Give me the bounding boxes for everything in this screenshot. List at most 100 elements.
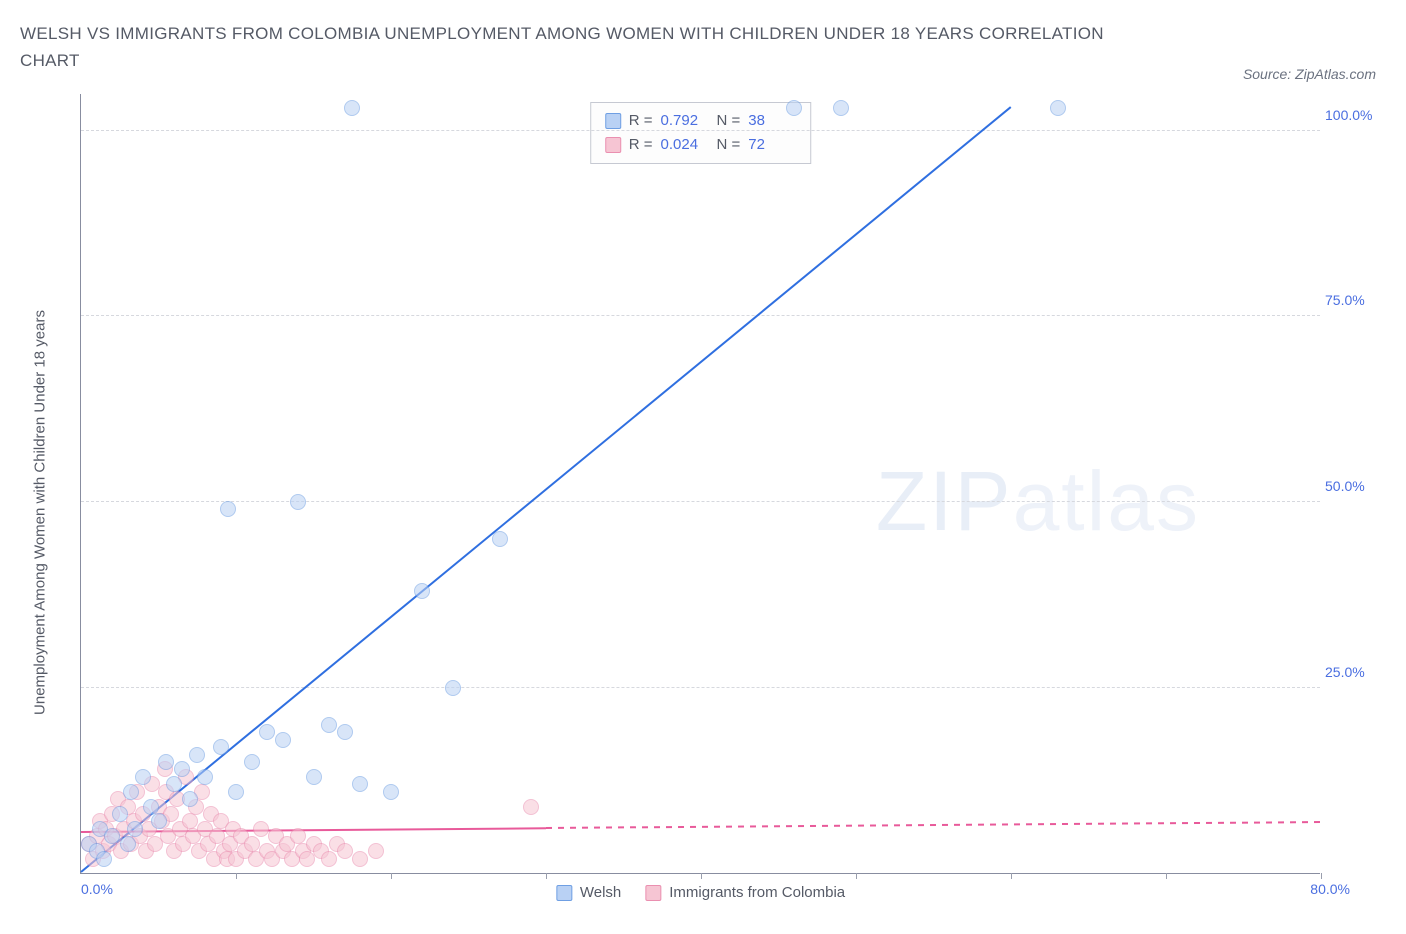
welsh-swatch — [556, 885, 572, 901]
welsh-point — [306, 769, 322, 785]
colombia-point — [284, 851, 300, 867]
gridline — [81, 130, 1320, 131]
welsh-point — [383, 784, 399, 800]
colombia-point — [157, 761, 173, 777]
y-tick-label: 50.0% — [1325, 478, 1370, 494]
colombia-point — [144, 776, 160, 792]
welsh-point — [81, 836, 97, 852]
colombia-point — [81, 836, 97, 852]
title-line-1: WELSH VS IMMIGRANTS FROM COLOMBIA UNEMPL… — [20, 24, 1104, 43]
colombia-r-value: 0.024 — [661, 133, 709, 157]
colombia-point — [329, 836, 345, 852]
colombia-point — [295, 843, 311, 859]
welsh-point — [123, 784, 139, 800]
x-tick-mark — [546, 873, 547, 879]
plot-wrapper: Unemployment Among Women with Children U… — [70, 94, 1370, 914]
welsh-point — [151, 813, 167, 829]
colombia-point — [172, 821, 188, 837]
colombia-point — [313, 843, 329, 859]
colombia-point — [200, 836, 216, 852]
colombia-point — [113, 843, 129, 859]
welsh-trendline — [80, 106, 1011, 873]
colombia-point — [175, 836, 191, 852]
colombia-point — [219, 851, 235, 867]
n-label: N = — [717, 133, 741, 157]
colombia-point — [147, 836, 163, 852]
chart-title: WELSH VS IMMIGRANTS FROM COLOMBIA UNEMPL… — [20, 20, 1386, 74]
colombia-point — [337, 843, 353, 859]
source-attribution: Source: ZipAtlas.com — [1243, 66, 1376, 82]
colombia-trendline-extrapolated — [546, 821, 1321, 829]
colombia-point — [166, 843, 182, 859]
colombia-point — [259, 843, 275, 859]
colombia-swatch — [605, 137, 621, 153]
welsh-point — [259, 724, 275, 740]
colombia-point — [299, 851, 315, 867]
welsh-point — [244, 754, 260, 770]
colombia-point — [182, 813, 198, 829]
colombia-point — [244, 836, 260, 852]
colombia-n-value: 72 — [748, 133, 796, 157]
colombia-point — [279, 836, 295, 852]
welsh-point — [158, 754, 174, 770]
r-label: R = — [629, 133, 653, 157]
colombia-point — [352, 851, 368, 867]
colombia-point — [141, 821, 157, 837]
colombia-point — [368, 843, 384, 859]
x-tick-mark — [1166, 873, 1167, 879]
y-tick-label: 100.0% — [1325, 107, 1370, 123]
y-axis-label: Unemployment Among Women with Children U… — [32, 310, 49, 715]
colombia-point — [92, 813, 108, 829]
colombia-point — [123, 836, 139, 852]
welsh-swatch — [605, 113, 621, 129]
plot-area: ZIPatlas R = 0.792 N = 38 R = 0.024 N = … — [80, 94, 1320, 874]
welsh-point — [220, 501, 236, 517]
colombia-point — [275, 843, 291, 859]
y-tick-label: 75.0% — [1325, 292, 1370, 308]
colombia-point — [163, 806, 179, 822]
legend-item-colombia: Immigrants from Colombia — [645, 884, 845, 901]
colombia-point — [188, 799, 204, 815]
gridline — [81, 501, 1320, 502]
welsh-point — [352, 776, 368, 792]
colombia-point — [110, 791, 126, 807]
stats-legend-box: R = 0.792 N = 38 R = 0.024 N = 72 — [590, 102, 812, 164]
colombia-point — [228, 851, 244, 867]
welsh-point — [228, 784, 244, 800]
colombia-trendline — [81, 827, 546, 833]
x-tick-mark — [1011, 873, 1012, 879]
colombia-label: Immigrants from Colombia — [669, 884, 845, 901]
colombia-point — [213, 813, 229, 829]
colombia-point — [129, 784, 145, 800]
x-tick-mark — [1321, 873, 1322, 879]
welsh-point — [337, 724, 353, 740]
colombia-point — [120, 799, 136, 815]
colombia-swatch — [645, 885, 661, 901]
bottom-legend: Welsh Immigrants from Colombia — [556, 884, 845, 901]
colombia-point — [154, 813, 170, 829]
welsh-point — [174, 761, 190, 777]
y-tick-label: 25.0% — [1325, 664, 1370, 680]
colombia-point — [203, 806, 219, 822]
welsh-point — [344, 100, 360, 116]
colombia-point — [222, 836, 238, 852]
colombia-point — [104, 806, 120, 822]
x-tick-mark — [236, 873, 237, 879]
welsh-point — [135, 769, 151, 785]
x-tick-mark — [856, 873, 857, 879]
colombia-point — [248, 851, 264, 867]
welsh-point — [1050, 100, 1066, 116]
colombia-point — [237, 843, 253, 859]
colombia-point — [306, 836, 322, 852]
welsh-point — [321, 717, 337, 733]
correlation-chart: WELSH VS IMMIGRANTS FROM COLOMBIA UNEMPL… — [20, 20, 1386, 914]
welsh-point — [833, 100, 849, 116]
x-tick-mark — [391, 873, 392, 879]
x-axis-max: 80.0% — [1310, 881, 1350, 897]
stats-row-colombia: R = 0.024 N = 72 — [605, 133, 797, 157]
welsh-point — [112, 806, 128, 822]
colombia-point — [194, 784, 210, 800]
colombia-point — [264, 851, 280, 867]
gridline — [81, 315, 1320, 316]
title-line-2: CHART — [20, 51, 80, 70]
